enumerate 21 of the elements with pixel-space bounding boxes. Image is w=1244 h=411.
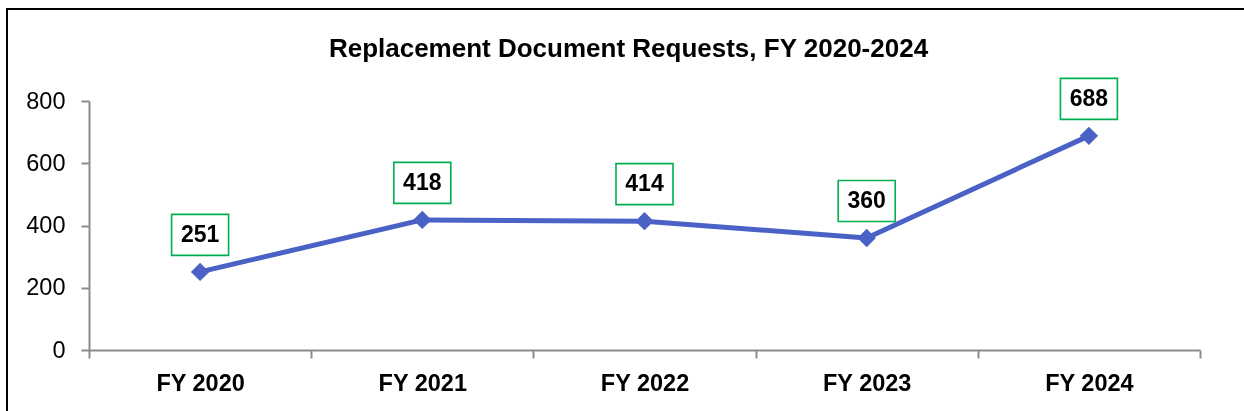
data-label: 418	[403, 168, 442, 195]
y-tick-label: 800	[26, 87, 66, 114]
point	[413, 210, 432, 230]
x-tick-label: FY 2022	[600, 369, 690, 396]
x-tick-label: FY 2023	[822, 369, 912, 396]
chart-title: Replacement Document Requests, FY 2020-2024	[328, 33, 929, 64]
data-label: 251	[180, 220, 220, 247]
data-label: 688	[1069, 84, 1109, 111]
point	[190, 262, 210, 282]
y-tick-label: 200	[26, 274, 66, 301]
x-tick-label: FY 2024	[1045, 369, 1134, 396]
data-label: 414	[625, 170, 664, 197]
y-tick-label: 400	[26, 212, 66, 238]
point	[1079, 126, 1099, 146]
point	[857, 228, 876, 248]
y-tick-label: 600	[26, 149, 66, 176]
point	[635, 211, 654, 231]
x-tick-label: FY 2020	[156, 369, 245, 396]
y-tick-label: 0	[52, 336, 66, 363]
data-label: 360	[847, 186, 886, 213]
x-tick-label: FY 2021	[378, 369, 468, 396]
